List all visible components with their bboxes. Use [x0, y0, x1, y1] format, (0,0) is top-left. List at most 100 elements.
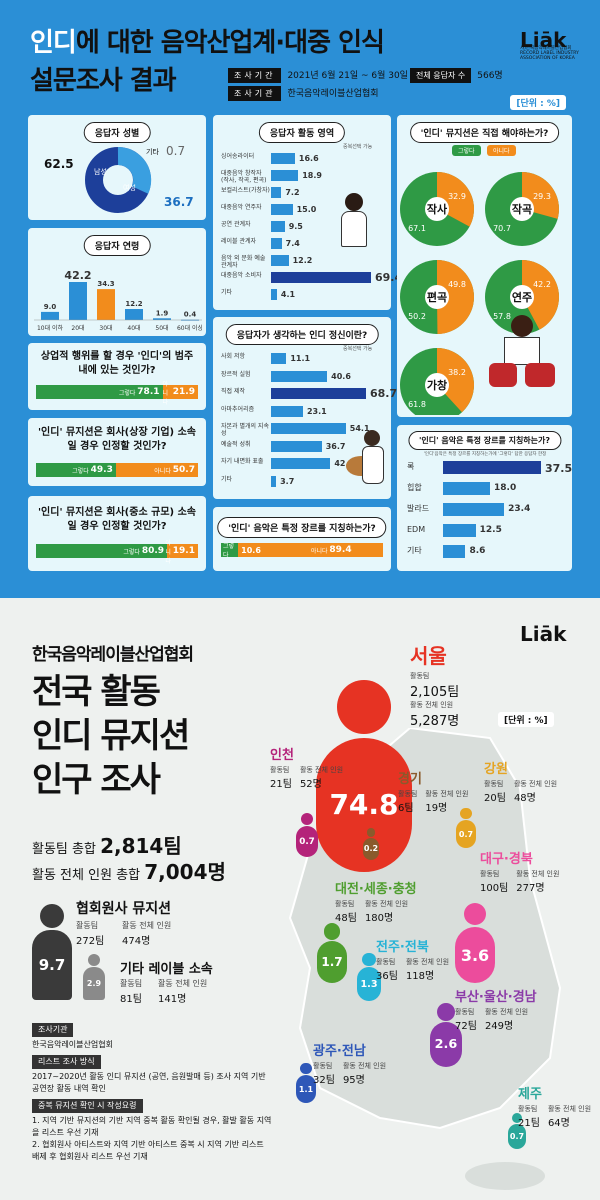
- age-value: 34.3: [97, 280, 114, 288]
- region-pin: 2.6: [430, 1003, 462, 1073]
- pin-head: [337, 680, 391, 734]
- drummer-illustration: [489, 315, 559, 395]
- region-people-label: 활동 전체 인원: [342, 1062, 387, 1070]
- genre-question-yes: 그렇다: [221, 543, 239, 559]
- pin-head: [300, 1063, 312, 1075]
- region-teams-label: 활동팀: [270, 766, 290, 774]
- genre-card: '인디' 음악은 특정 장르를 지칭하는가? '인디'음악은 특정 장르를 지칭…: [397, 425, 572, 571]
- bar-value: 3.7: [280, 476, 295, 486]
- region-teams-label: 활동팀: [455, 1008, 475, 1016]
- genre-note: '인디'음악은 특정 장르를 지칭하는가에 '그렇다' 답한 응답자 한정: [423, 452, 547, 457]
- age-value: 9.0: [44, 303, 57, 311]
- region-label: 전주·전북 활동팀 36팀 활동 전체 인원 118명: [376, 936, 449, 982]
- gender-card: 응답자 성별 남성 여성 62.5 36.7 기타 0.7: [28, 115, 206, 220]
- region-people: 64명: [547, 1118, 570, 1129]
- bar-value: 16.6: [298, 154, 319, 163]
- pie-yes-value: 61.8: [408, 400, 426, 409]
- region-name: 대구·경북: [480, 852, 533, 867]
- region-name: 제주: [518, 1087, 542, 1102]
- pie-center: [510, 285, 534, 309]
- spirit-bar-chart: 사회 저항 11.1 장르적 실험 40.6 직접 제작 68.7 아마추어리즘 23.1 자본…: [213, 353, 397, 495]
- bar-label: 자본과 별개의 지속성: [221, 423, 269, 437]
- bottom-org: 한국음악레이블산업협회: [32, 645, 194, 665]
- agency-label: 조사기관: [32, 1023, 74, 1037]
- pie-yes-value: 50.2: [408, 312, 426, 321]
- notes: 조사기관 한국음악레이블산업협회 리스트 조사 방식 2017~2020년 활동…: [32, 1023, 272, 1163]
- direct-title: '인디' 뮤지션은 직접 해야하는가?: [409, 122, 560, 143]
- age-value: 12.2: [125, 300, 142, 308]
- gender-donut-chart: [85, 146, 152, 213]
- dup-rule-1: 1. 지역 기반 뮤지션의 기반 지역 중복 활동 확인될 경우, 활발 활동 …: [32, 1116, 272, 1137]
- member-people-label: 활동 전체 인원: [122, 921, 172, 930]
- region-people: 5,287명: [410, 714, 460, 729]
- company-small-yes: 그렇다 80.9: [36, 544, 168, 558]
- direct-card: '인디' 뮤지션은 직접 해야하는가? 그렇다 아니다 작사 67.1 32.9 작곡…: [397, 115, 572, 417]
- bar-value: 23.1: [306, 406, 327, 416]
- bar-label: 예술적 성취: [221, 440, 251, 448]
- region-label: 광주·전남 활동팀 32팀 활동 전체 인원 95명: [313, 1040, 386, 1086]
- region-people-label: 활동 전체 인원: [425, 790, 469, 798]
- unit-label: [단위 : %]: [510, 95, 566, 110]
- genre-bar: [443, 503, 505, 516]
- age-value: 1.9: [156, 309, 169, 317]
- pie-no-value: 29.3: [533, 192, 551, 201]
- pin-head: [362, 953, 376, 967]
- pin-head: [366, 828, 376, 837]
- bar-value: 7.2: [285, 188, 300, 197]
- bar-label: 대중음악 소비자: [221, 272, 262, 279]
- female-slice: [117, 146, 152, 194]
- age-category: 10대 이하: [37, 324, 64, 332]
- age-category: 40대: [127, 324, 140, 332]
- pin-head: [323, 923, 341, 940]
- method-value: 2017~2020년 활동 인디 뮤지션 (공연, 음원발매 등) 조사 지역 …: [32, 1072, 266, 1093]
- region-name: 강원: [484, 762, 508, 777]
- region-people-label: 활동 전체 인원: [547, 1105, 592, 1113]
- commercial-card: 상업적 행위를 할 경우 '인디'의 범주 내에 있는 것인가? 그렇다 78.…: [28, 343, 206, 410]
- region-label: 경기 활동팀 6팀 활동 전체 인원 19명: [398, 768, 468, 814]
- member-title: 협회원사 뮤지션: [76, 901, 172, 917]
- male-value: 62.5: [44, 157, 74, 171]
- singer-illustration: [333, 193, 373, 255]
- region-pin: 0.2: [363, 828, 379, 863]
- pin-head: [300, 813, 314, 826]
- age-title: 응답자 연령: [83, 235, 151, 256]
- region-people: 48명: [513, 793, 536, 804]
- spirit-note: 중복선택 가능: [343, 346, 373, 352]
- bar: [271, 238, 282, 249]
- pie-no: [437, 260, 475, 334]
- female-value: 36.7: [164, 195, 194, 209]
- pie-no-value: 38.2: [448, 368, 466, 377]
- dup-label: 중복 뮤지션 확인 시 작성요령: [32, 1099, 143, 1113]
- genre-label: 발라드: [407, 504, 430, 513]
- region-label: 부산·울산·경남 활동팀 72팀 활동 전체 인원 249명: [455, 986, 537, 1032]
- logo: Liāk: [520, 28, 567, 52]
- genre-value: 18.0: [494, 483, 517, 493]
- region-teams: 20팀: [484, 793, 506, 804]
- bar: [271, 170, 299, 181]
- genre-bar: [443, 545, 466, 558]
- bar: [271, 289, 277, 300]
- bar: [271, 458, 331, 469]
- main-title-line2: 설문조사 결과: [30, 66, 177, 96]
- region-pin: 3.6: [455, 903, 495, 991]
- region-people-label: 활동 전체 인원: [299, 766, 344, 774]
- pie-yes-value: 70.7: [493, 224, 511, 233]
- bar: [271, 204, 293, 215]
- spirit-title: 응답자가 생각하는 인디 정신이란?: [225, 324, 379, 345]
- people-total: 활동 전체 인원 총합 7,004명: [32, 860, 226, 884]
- region-pin: 0.7: [296, 813, 318, 861]
- region-people: 118명: [405, 971, 435, 982]
- field-note: 중복선택 가능: [343, 144, 373, 150]
- field-card: 응답자 활동 영역 중복선택 가능 싱어송라이터 16.6 대중음악 창작자 (작사…: [213, 115, 402, 310]
- other-teams-label: 활동팀: [120, 979, 143, 988]
- genre-bar: [443, 524, 476, 537]
- bar-label: 자기 내면화 표출: [221, 458, 264, 465]
- region-name: 광주·전남: [313, 1044, 366, 1059]
- region-teams-label: 활동팀: [410, 672, 430, 680]
- company-small-card: '인디' 뮤지션은 회사(중소 규모) 소속일 경우 인정할 것인가? 그렇다 …: [28, 496, 206, 571]
- pin-head: [463, 903, 487, 926]
- region-teams: 2,105팀: [410, 685, 460, 700]
- agency-value: 한국음악레이블산업협회: [32, 1040, 113, 1049]
- bar-label: 음악 외 문화 예술 관계자: [221, 255, 266, 269]
- bar-label: 기타: [221, 289, 233, 296]
